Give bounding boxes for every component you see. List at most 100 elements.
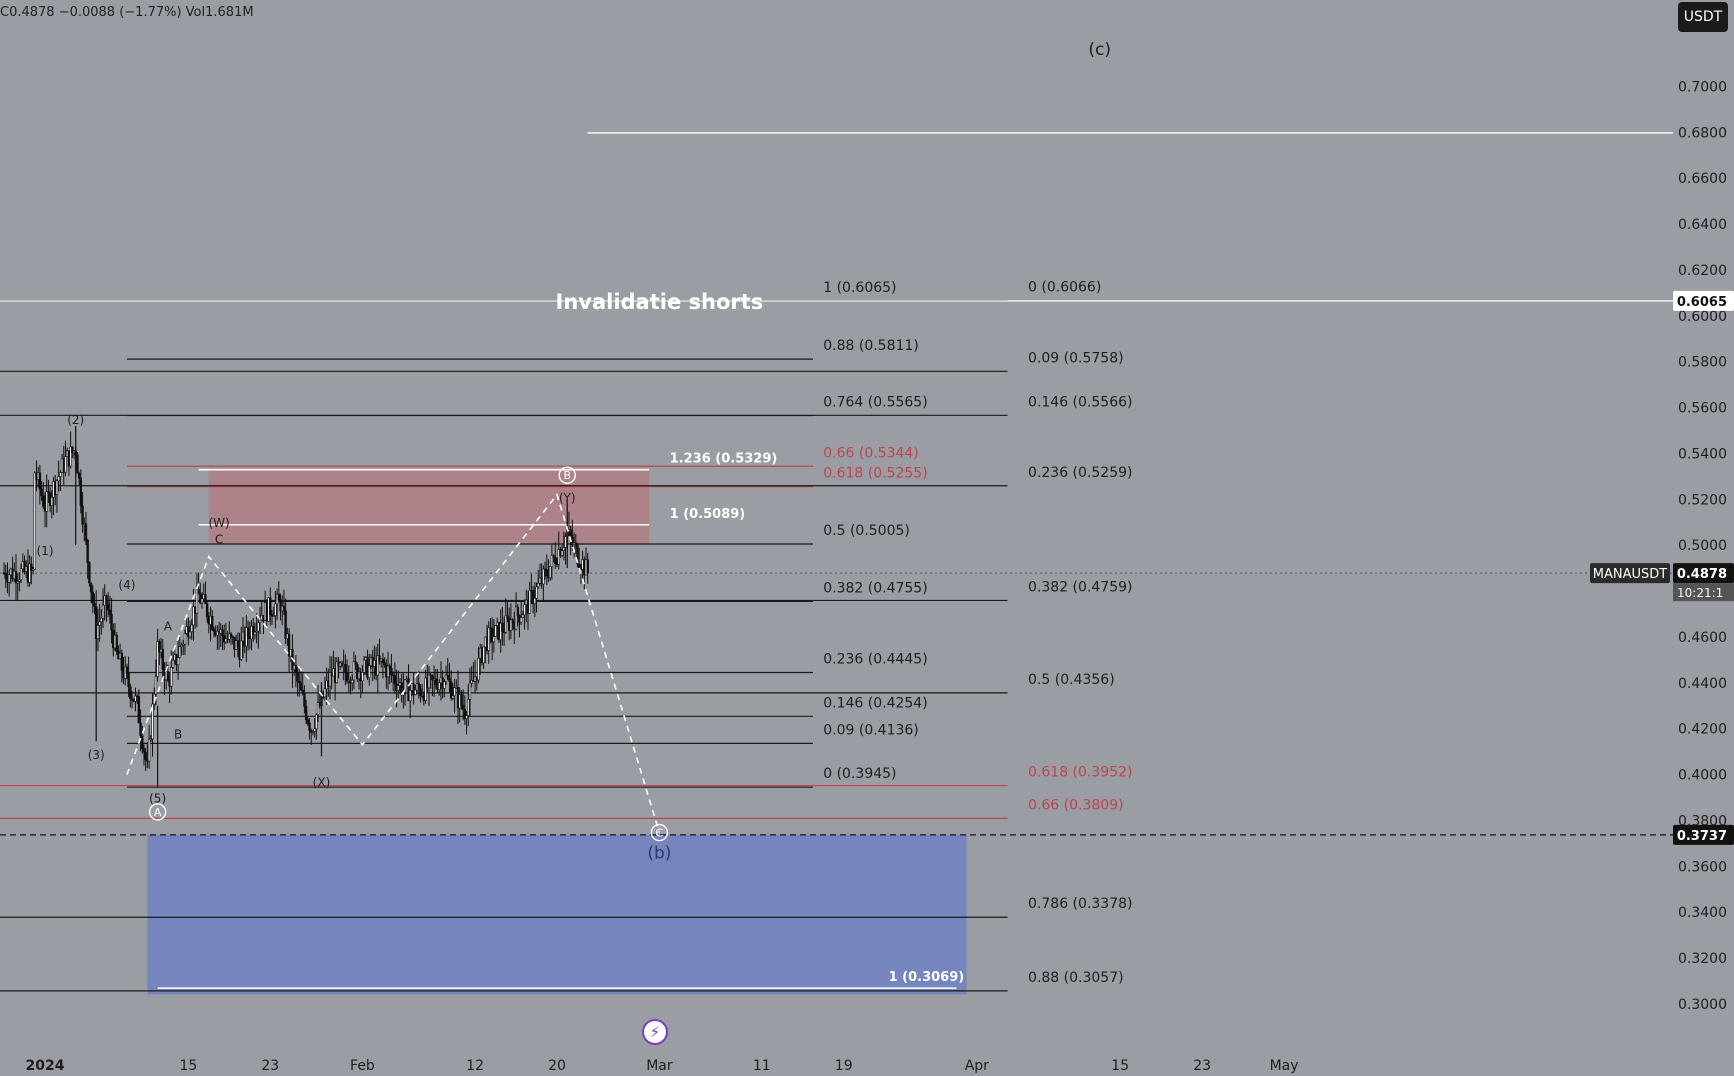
price-tag-value: 0.3737: [1677, 829, 1727, 844]
candle-body: [120, 652, 124, 671]
y-tick-label: 0.6200: [1678, 263, 1727, 279]
fib-level-label: 0 (0.6066): [1028, 280, 1101, 296]
candle-body: [492, 636, 496, 643]
symbol-tag[interactable]: [1590, 563, 1670, 584]
candle-body: [403, 679, 407, 691]
candle-body: [400, 682, 403, 696]
candle-body: [586, 559, 589, 574]
candle-body: [180, 645, 183, 648]
candle-body: [552, 555, 555, 558]
candle-body: [378, 655, 381, 662]
candle-body: [156, 641, 159, 677]
fib-level-label: 0.09 (0.5758): [1028, 350, 1124, 366]
countdown-tag: [1673, 583, 1734, 602]
candle-body: [252, 625, 255, 636]
candle-body: [91, 591, 94, 604]
candle-body: [147, 739, 151, 762]
candle-body: [361, 672, 364, 682]
candle-body: [274, 603, 277, 616]
candle-body: [105, 595, 108, 605]
currency-badge[interactable]: USDT: [1678, 2, 1728, 32]
candle-body: [50, 497, 54, 506]
candle-body: [64, 456, 67, 473]
candle-body: [308, 722, 311, 731]
y-tick-label: 0.3200: [1678, 951, 1727, 967]
candle-body: [257, 622, 260, 632]
candle-body: [178, 646, 182, 658]
wave-label: (1): [37, 544, 54, 558]
candle-body: [28, 563, 31, 583]
candles[interactable]: [2, 425, 589, 788]
candle-body: [414, 689, 417, 695]
candle-body: [14, 571, 18, 584]
candle-body: [4, 572, 7, 579]
candle-body: [141, 735, 144, 749]
candle-body: [110, 614, 113, 631]
candle-body: [42, 495, 45, 507]
candle-body: [16, 581, 19, 584]
candle-body: [465, 715, 468, 719]
candle-body: [89, 582, 93, 593]
candle-body: [38, 472, 42, 490]
svg-text:C: C: [656, 827, 664, 840]
candle-body: [482, 646, 485, 664]
candle-body: [354, 661, 357, 665]
candle-body: [129, 686, 132, 699]
price-tag-value: 0.4878: [1677, 567, 1727, 582]
candle-body: [277, 593, 281, 600]
candle-body: [352, 661, 356, 681]
countdown-label: 10:21:1: [1677, 586, 1723, 600]
candle-body: [345, 672, 349, 682]
wave-label: A: [164, 619, 173, 633]
wave-projection-path[interactable]: [126, 492, 661, 833]
candle-body: [449, 681, 453, 699]
target-zone[interactable]: [147, 834, 967, 995]
y-tick-label: 0.3600: [1678, 859, 1727, 875]
candle-body: [487, 627, 490, 651]
candle-body: [560, 550, 564, 556]
ohlc-header: C0.4878 −0.0088 (−1.77%) Vol1.681M: [0, 5, 254, 20]
wave-label: (4): [118, 578, 135, 592]
y-tick-label: 0.4000: [1678, 768, 1727, 784]
ohlc-text: C0.4878 −0.0088 (−1.77%) Vol1.681M: [0, 5, 254, 20]
x-tick-label: 2024: [26, 1058, 65, 1074]
candle-body: [577, 563, 581, 568]
candle-body: [545, 569, 548, 577]
price-tag[interactable]: [1673, 563, 1734, 584]
candle-body: [477, 657, 480, 681]
candle-body: [224, 638, 228, 643]
candle-body: [127, 672, 130, 687]
candle-body: [303, 693, 306, 707]
candle-body: [427, 674, 431, 689]
y-tick-label: 0.5000: [1678, 538, 1727, 554]
candle-body: [316, 702, 320, 715]
candle-body: [236, 640, 240, 648]
candle-body: [531, 590, 535, 605]
wave-label: (5): [149, 792, 166, 806]
candle-body: [96, 625, 100, 640]
fib-level-label: 0.146 (0.5566): [1028, 394, 1132, 410]
candle-body: [417, 683, 420, 689]
fib-level-label: 0.382 (0.4759): [1028, 579, 1132, 595]
resistance-zone[interactable]: [208, 469, 650, 545]
candle-body: [255, 630, 258, 633]
fib-level-label: 0.88 (0.5811): [823, 338, 919, 354]
wave-label: (Y): [559, 491, 576, 505]
price-tag-value: 0.6065: [1677, 295, 1727, 310]
y-tick-label: 0.5400: [1678, 446, 1727, 462]
price-tag[interactable]: [1673, 290, 1734, 311]
x-tick-label: 15: [1111, 1058, 1129, 1074]
candle-body: [434, 678, 438, 686]
candle-body: [383, 662, 386, 666]
x-tick-label: 12: [466, 1058, 484, 1074]
candle-body: [166, 671, 170, 681]
price-tag[interactable]: [1673, 824, 1734, 845]
candle-body: [463, 708, 467, 719]
fib-level-label: 0.236 (0.4445): [823, 651, 927, 667]
candle-body: [69, 446, 72, 467]
lightning-icon[interactable]: ⚡: [642, 1019, 668, 1045]
candle-body: [313, 728, 316, 732]
candle-body: [516, 606, 519, 616]
candle-body: [446, 674, 449, 679]
